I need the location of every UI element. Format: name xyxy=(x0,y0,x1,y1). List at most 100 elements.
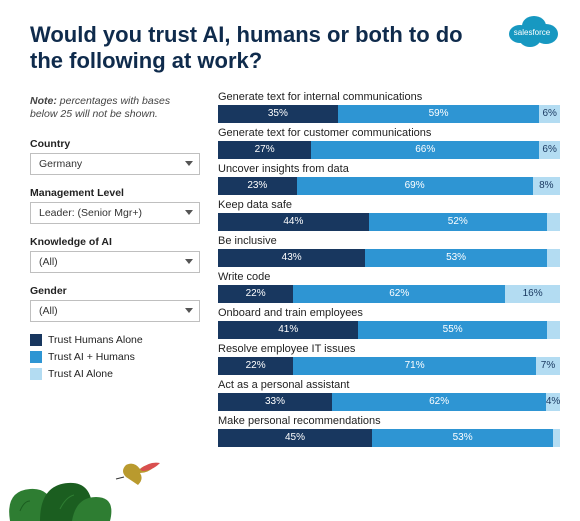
legend-label: Trust AI Alone xyxy=(48,368,113,380)
select-mgmt[interactable]: Leader: (Senior Mgr+) xyxy=(30,202,200,224)
chart-row: Generate text for internal communication… xyxy=(218,91,560,123)
chart-row: Be inclusive 43%53% xyxy=(218,235,560,267)
chart-seg-humans: 33% xyxy=(218,393,332,411)
chart-seg-both: 52% xyxy=(369,213,547,231)
chart-seg-humans: 35% xyxy=(218,105,338,123)
filter-gender: Gender (All) xyxy=(30,285,200,322)
chart-seg-both: 55% xyxy=(358,321,546,339)
chart-seg-ai xyxy=(547,321,560,339)
chart-row-label: Resolve employee IT issues xyxy=(218,343,560,355)
leaves-icon xyxy=(9,483,111,521)
chart-seg-humans: 44% xyxy=(218,213,369,231)
chart-row: Act as a personal assistant 33%62%4% xyxy=(218,379,560,411)
filter-panel: Note: percentages with bases below 25 wi… xyxy=(30,91,200,451)
select-mgmt-value: Leader: (Senior Mgr+) xyxy=(39,207,142,219)
filter-label-gender: Gender xyxy=(30,285,200,297)
filter-country: Country Germany xyxy=(30,138,200,175)
chart-row-label: Make personal recommendations xyxy=(218,415,560,427)
trust-chart: Generate text for internal communication… xyxy=(218,91,560,451)
select-know-value: (All) xyxy=(39,256,58,268)
chart-row: Write code 22%62%16% xyxy=(218,271,560,303)
select-gender-value: (All) xyxy=(39,305,58,317)
chart-bar: 43%53% xyxy=(218,249,560,267)
chart-seg-ai: 8% xyxy=(533,177,560,195)
legend-label: Trust AI + Humans xyxy=(48,351,135,363)
legend-item-2: Trust AI Alone xyxy=(30,368,200,380)
chart-seg-both: 59% xyxy=(338,105,540,123)
chart-seg-humans: 43% xyxy=(218,249,365,267)
chart-seg-both: 66% xyxy=(311,141,539,159)
chevron-down-icon xyxy=(185,210,193,216)
decorative-illustration xyxy=(0,451,200,521)
chevron-down-icon xyxy=(185,308,193,314)
chart-seg-ai xyxy=(547,249,560,267)
legend-swatch xyxy=(30,334,42,346)
chart-seg-both: 71% xyxy=(293,357,536,375)
note: Note: percentages with bases below 25 wi… xyxy=(30,95,200,122)
chart-bar: 44%52% xyxy=(218,213,560,231)
chart-row-label: Generate text for customer communication… xyxy=(218,127,560,139)
legend-swatch xyxy=(30,368,42,380)
chart-seg-ai: 4% xyxy=(546,393,560,411)
page-title: Would you trust AI, humans or both to do… xyxy=(0,0,580,91)
chart-row-label: Uncover insights from data xyxy=(218,163,560,175)
filter-label-mgmt: Management Level xyxy=(30,187,200,199)
select-country-value: Germany xyxy=(39,158,82,170)
note-prefix: Note: xyxy=(30,95,57,107)
chart-seg-humans: 45% xyxy=(218,429,372,447)
salesforce-logo: salesforce xyxy=(504,12,560,53)
legend-item-0: Trust Humans Alone xyxy=(30,334,200,346)
chart-seg-ai: 7% xyxy=(536,357,560,375)
select-country[interactable]: Germany xyxy=(30,153,200,175)
legend-label: Trust Humans Alone xyxy=(48,334,143,346)
chart-seg-humans: 23% xyxy=(218,177,297,195)
filter-label-know: Knowledge of AI xyxy=(30,236,200,248)
chart-bar: 33%62%4% xyxy=(218,393,560,411)
chart-bar: 35%59%6% xyxy=(218,105,560,123)
legend-item-1: Trust AI + Humans xyxy=(30,351,200,363)
filter-know: Knowledge of AI (All) xyxy=(30,236,200,273)
chart-seg-both: 62% xyxy=(293,285,505,303)
chart-row-label: Act as a personal assistant xyxy=(218,379,560,391)
chart-row: Onboard and train employees 41%55% xyxy=(218,307,560,339)
chart-row: Keep data safe 44%52% xyxy=(218,199,560,231)
chart-row-label: Write code xyxy=(218,271,560,283)
chart-row: Resolve employee IT issues 22%71%7% xyxy=(218,343,560,375)
chevron-down-icon xyxy=(185,259,193,265)
chart-row-label: Onboard and train employees xyxy=(218,307,560,319)
chart-seg-ai: 16% xyxy=(505,285,560,303)
chart-seg-humans: 22% xyxy=(218,285,293,303)
filter-mgmt: Management Level Leader: (Senior Mgr+) xyxy=(30,187,200,224)
filter-label-country: Country xyxy=(30,138,200,150)
chart-seg-humans: 27% xyxy=(218,141,311,159)
logo-text: salesforce xyxy=(514,28,551,37)
chart-bar: 41%55% xyxy=(218,321,560,339)
chart-seg-ai xyxy=(547,213,560,231)
legend: Trust Humans Alone Trust AI + Humans Trust… xyxy=(30,334,200,380)
select-gender[interactable]: (All) xyxy=(30,300,200,322)
chart-seg-both: 69% xyxy=(297,177,533,195)
chart-seg-both: 62% xyxy=(332,393,546,411)
chart-bar: 22%71%7% xyxy=(218,357,560,375)
chart-row: Generate text for customer communication… xyxy=(218,127,560,159)
chart-bar: 22%62%16% xyxy=(218,285,560,303)
chart-row: Make personal recommendations 45%53% xyxy=(218,415,560,447)
legend-swatch xyxy=(30,351,42,363)
chart-seg-both: 53% xyxy=(372,429,553,447)
chevron-down-icon xyxy=(185,161,193,167)
chart-bar: 45%53% xyxy=(218,429,560,447)
hummingbird-icon xyxy=(116,463,160,485)
chart-bar: 23%69%8% xyxy=(218,177,560,195)
chart-row-label: Keep data safe xyxy=(218,199,560,211)
chart-seg-ai: 6% xyxy=(539,105,560,123)
chart-seg-humans: 22% xyxy=(218,357,293,375)
chart-seg-both: 53% xyxy=(365,249,547,267)
chart-seg-ai xyxy=(553,429,560,447)
chart-row-label: Generate text for internal communication… xyxy=(218,91,560,103)
chart-seg-ai: 6% xyxy=(539,141,560,159)
select-know[interactable]: (All) xyxy=(30,251,200,273)
chart-seg-humans: 41% xyxy=(218,321,358,339)
chart-bar: 27%66%6% xyxy=(218,141,560,159)
chart-row-label: Be inclusive xyxy=(218,235,560,247)
chart-row: Uncover insights from data 23%69%8% xyxy=(218,163,560,195)
